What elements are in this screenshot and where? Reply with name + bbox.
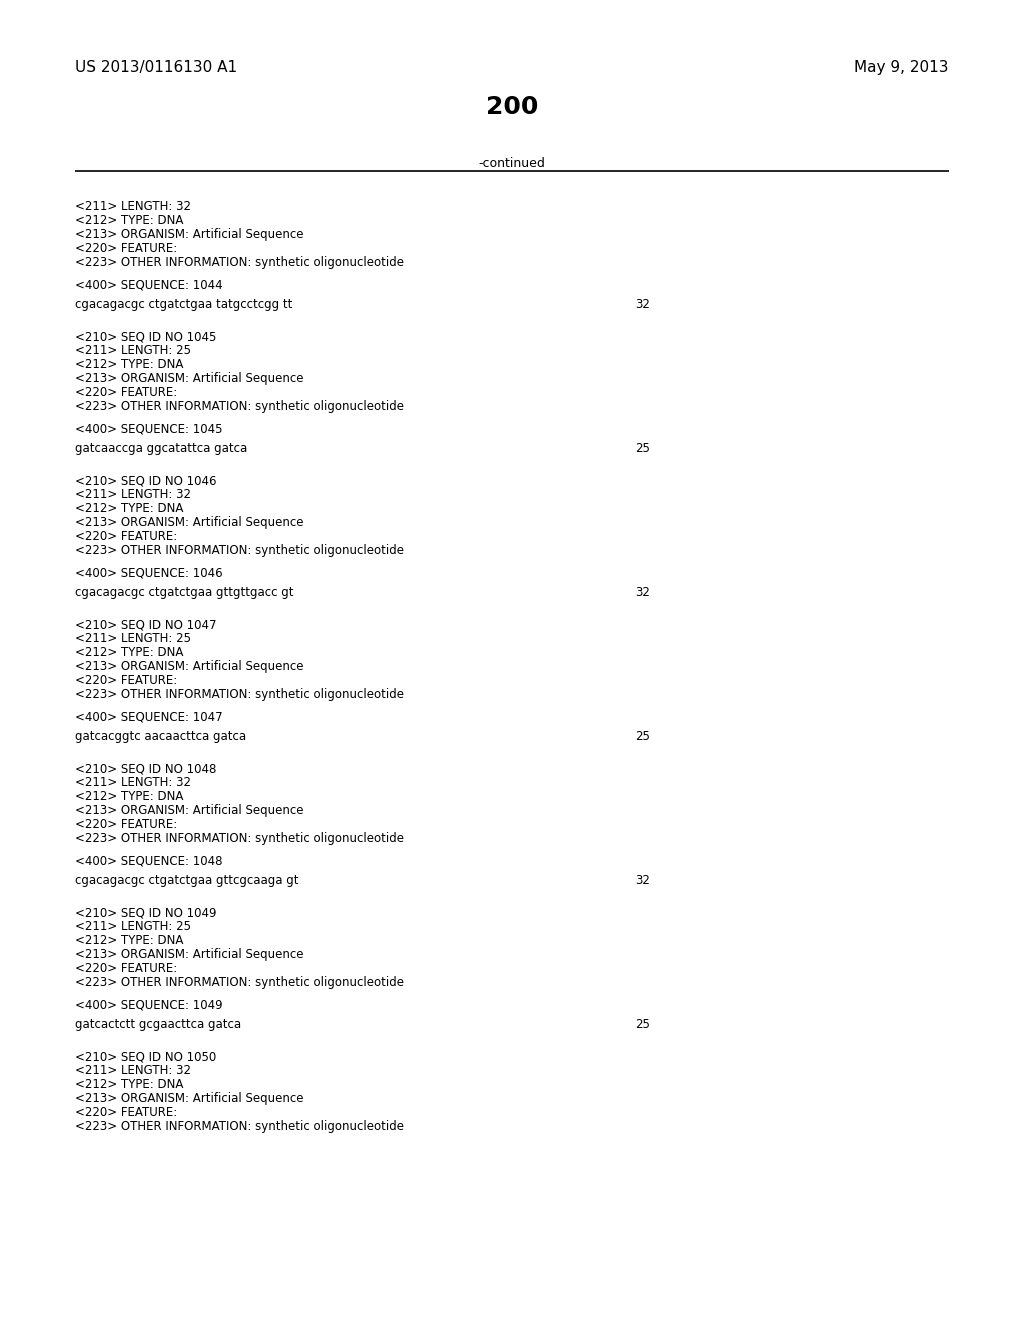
Text: <211> LENGTH: 25: <211> LENGTH: 25 <box>75 632 191 645</box>
Text: <212> TYPE: DNA: <212> TYPE: DNA <box>75 358 183 371</box>
Text: <213> ORGANISM: Artificial Sequence: <213> ORGANISM: Artificial Sequence <box>75 1092 303 1105</box>
Text: 25: 25 <box>635 442 650 455</box>
Text: cgacagacgc ctgatctgaa gttgttgacc gt: cgacagacgc ctgatctgaa gttgttgacc gt <box>75 586 294 599</box>
Text: <212> TYPE: DNA: <212> TYPE: DNA <box>75 1078 183 1092</box>
Text: <400> SEQUENCE: 1048: <400> SEQUENCE: 1048 <box>75 854 222 867</box>
Text: <220> FEATURE:: <220> FEATURE: <box>75 818 177 832</box>
Text: 32: 32 <box>635 298 650 312</box>
Text: <211> LENGTH: 32: <211> LENGTH: 32 <box>75 488 191 502</box>
Text: gatcaaccga ggcatattca gatca: gatcaaccga ggcatattca gatca <box>75 442 247 455</box>
Text: <400> SEQUENCE: 1047: <400> SEQUENCE: 1047 <box>75 710 222 723</box>
Text: <223> OTHER INFORMATION: synthetic oligonucleotide: <223> OTHER INFORMATION: synthetic oligo… <box>75 688 404 701</box>
Text: <211> LENGTH: 25: <211> LENGTH: 25 <box>75 345 191 356</box>
Text: <220> FEATURE:: <220> FEATURE: <box>75 242 177 255</box>
Text: <212> TYPE: DNA: <212> TYPE: DNA <box>75 789 183 803</box>
Text: <210> SEQ ID NO 1045: <210> SEQ ID NO 1045 <box>75 330 216 343</box>
Text: <211> LENGTH: 32: <211> LENGTH: 32 <box>75 1064 191 1077</box>
Text: <400> SEQUENCE: 1044: <400> SEQUENCE: 1044 <box>75 279 222 290</box>
Text: <220> FEATURE:: <220> FEATURE: <box>75 962 177 975</box>
Text: <213> ORGANISM: Artificial Sequence: <213> ORGANISM: Artificial Sequence <box>75 372 303 385</box>
Text: May 9, 2013: May 9, 2013 <box>854 59 949 75</box>
Text: <223> OTHER INFORMATION: synthetic oligonucleotide: <223> OTHER INFORMATION: synthetic oligo… <box>75 400 404 413</box>
Text: <400> SEQUENCE: 1045: <400> SEQUENCE: 1045 <box>75 422 222 436</box>
Text: <220> FEATURE:: <220> FEATURE: <box>75 531 177 543</box>
Text: <210> SEQ ID NO 1048: <210> SEQ ID NO 1048 <box>75 762 216 775</box>
Text: <210> SEQ ID NO 1050: <210> SEQ ID NO 1050 <box>75 1049 216 1063</box>
Text: <212> TYPE: DNA: <212> TYPE: DNA <box>75 935 183 946</box>
Text: <223> OTHER INFORMATION: synthetic oligonucleotide: <223> OTHER INFORMATION: synthetic oligo… <box>75 975 404 989</box>
Text: <210> SEQ ID NO 1049: <210> SEQ ID NO 1049 <box>75 906 216 919</box>
Text: <400> SEQUENCE: 1049: <400> SEQUENCE: 1049 <box>75 998 222 1011</box>
Text: <223> OTHER INFORMATION: synthetic oligonucleotide: <223> OTHER INFORMATION: synthetic oligo… <box>75 1119 404 1133</box>
Text: <211> LENGTH: 25: <211> LENGTH: 25 <box>75 920 191 933</box>
Text: gatcacggtc aacaacttca gatca: gatcacggtc aacaacttca gatca <box>75 730 246 743</box>
Text: 32: 32 <box>635 874 650 887</box>
Text: 25: 25 <box>635 730 650 743</box>
Text: <213> ORGANISM: Artificial Sequence: <213> ORGANISM: Artificial Sequence <box>75 804 303 817</box>
Text: <213> ORGANISM: Artificial Sequence: <213> ORGANISM: Artificial Sequence <box>75 948 303 961</box>
Text: <210> SEQ ID NO 1046: <210> SEQ ID NO 1046 <box>75 474 216 487</box>
Text: <212> TYPE: DNA: <212> TYPE: DNA <box>75 214 183 227</box>
Text: 200: 200 <box>485 95 539 119</box>
Text: <223> OTHER INFORMATION: synthetic oligonucleotide: <223> OTHER INFORMATION: synthetic oligo… <box>75 832 404 845</box>
Text: <223> OTHER INFORMATION: synthetic oligonucleotide: <223> OTHER INFORMATION: synthetic oligo… <box>75 544 404 557</box>
Text: <400> SEQUENCE: 1046: <400> SEQUENCE: 1046 <box>75 566 222 579</box>
Text: gatcactctt gcgaacttca gatca: gatcactctt gcgaacttca gatca <box>75 1018 241 1031</box>
Text: <220> FEATURE:: <220> FEATURE: <box>75 1106 177 1119</box>
Text: cgacagacgc ctgatctgaa gttcgcaaga gt: cgacagacgc ctgatctgaa gttcgcaaga gt <box>75 874 299 887</box>
Text: 32: 32 <box>635 586 650 599</box>
Text: <212> TYPE: DNA: <212> TYPE: DNA <box>75 645 183 659</box>
Text: <220> FEATURE:: <220> FEATURE: <box>75 385 177 399</box>
Text: <223> OTHER INFORMATION: synthetic oligonucleotide: <223> OTHER INFORMATION: synthetic oligo… <box>75 256 404 269</box>
Text: 25: 25 <box>635 1018 650 1031</box>
Text: <220> FEATURE:: <220> FEATURE: <box>75 675 177 686</box>
Text: cgacagacgc ctgatctgaa tatgcctcgg tt: cgacagacgc ctgatctgaa tatgcctcgg tt <box>75 298 293 312</box>
Text: <211> LENGTH: 32: <211> LENGTH: 32 <box>75 201 191 213</box>
Text: US 2013/0116130 A1: US 2013/0116130 A1 <box>75 59 238 75</box>
Text: -continued: -continued <box>478 157 546 170</box>
Text: <210> SEQ ID NO 1047: <210> SEQ ID NO 1047 <box>75 618 216 631</box>
Text: <212> TYPE: DNA: <212> TYPE: DNA <box>75 502 183 515</box>
Text: <211> LENGTH: 32: <211> LENGTH: 32 <box>75 776 191 789</box>
Text: <213> ORGANISM: Artificial Sequence: <213> ORGANISM: Artificial Sequence <box>75 516 303 529</box>
Text: <213> ORGANISM: Artificial Sequence: <213> ORGANISM: Artificial Sequence <box>75 228 303 242</box>
Text: <213> ORGANISM: Artificial Sequence: <213> ORGANISM: Artificial Sequence <box>75 660 303 673</box>
